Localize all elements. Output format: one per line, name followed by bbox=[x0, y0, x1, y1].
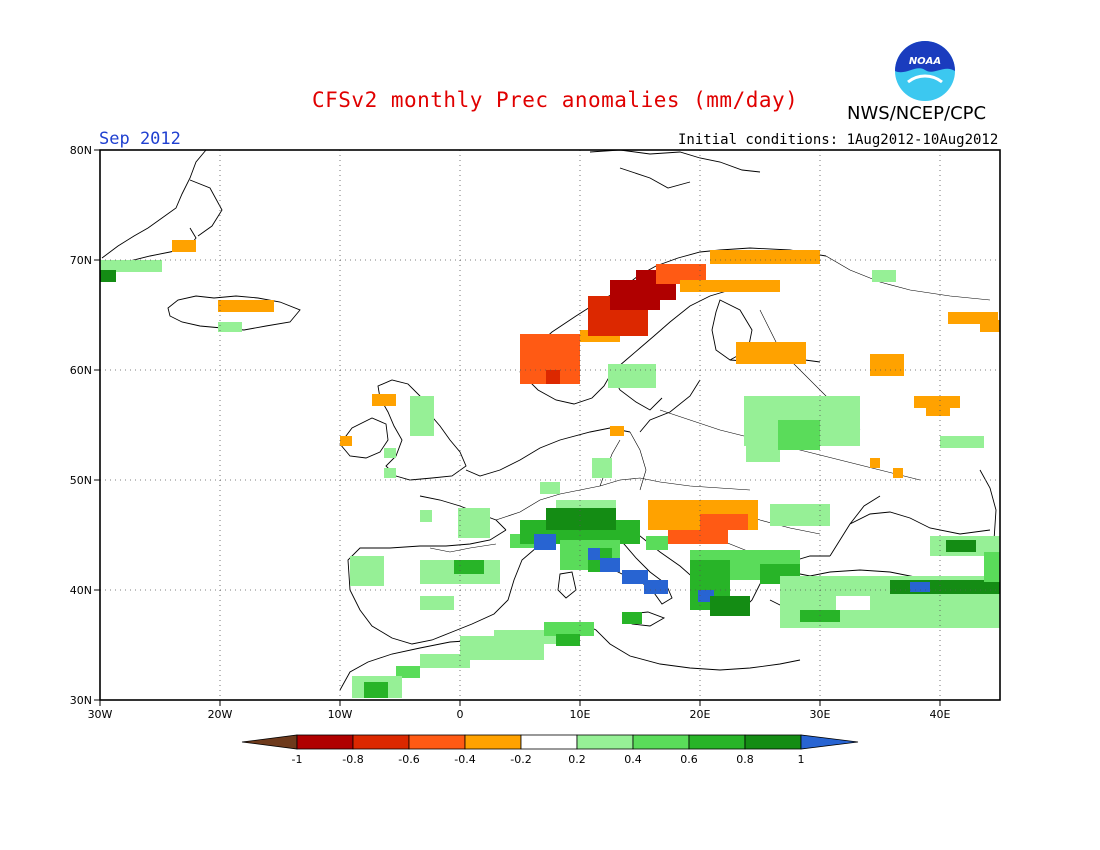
colorbar-segment-high bbox=[800, 734, 859, 750]
logo-text: NOAA bbox=[909, 56, 941, 67]
colorbar-segment-8 bbox=[688, 734, 746, 750]
latitude-labels: 80N 70N 60N 50N 40N 30N bbox=[70, 144, 92, 707]
initial-conditions: Initial conditions: 1Aug2012-10Aug2012 bbox=[678, 132, 999, 148]
lon-label-0: 0 bbox=[457, 708, 464, 721]
iceland-coast bbox=[167, 295, 301, 331]
map-frame bbox=[99, 149, 1001, 701]
graticule bbox=[100, 150, 1000, 700]
colorbar-tick-label: -0.6 bbox=[398, 753, 419, 766]
colorbar-segment-7 bbox=[632, 734, 690, 750]
colorbar-tick-label: 0.2 bbox=[568, 753, 586, 766]
lon-label-10e: 10E bbox=[570, 708, 591, 721]
colorbar-segment-6 bbox=[576, 734, 634, 750]
lat-label-70n: 70N bbox=[70, 254, 92, 267]
colorbar-tick-label: -0.8 bbox=[342, 753, 363, 766]
lon-label-30w: 30W bbox=[88, 708, 113, 721]
chart-title: CFSv2 monthly Prec anomalies (mm/day) bbox=[312, 88, 799, 112]
lon-label-30e: 30E bbox=[810, 708, 831, 721]
lat-label-40n: 40N bbox=[70, 584, 92, 597]
colorbar-tick-label: -0.4 bbox=[454, 753, 475, 766]
colorbar-tick-label: -1 bbox=[292, 753, 303, 766]
agency-label: NWS/NCEP/CPC bbox=[847, 103, 987, 124]
colorbar-tick-label: 1 bbox=[798, 753, 805, 766]
tick-marks bbox=[94, 149, 941, 706]
anomaly-shading bbox=[100, 240, 1000, 698]
colorbar-segment-2 bbox=[352, 734, 410, 750]
colorbar-tick-label: 0.8 bbox=[736, 753, 754, 766]
lon-label-40e: 40E bbox=[930, 708, 951, 721]
colorbar-segment-5 bbox=[520, 734, 578, 750]
colorbar: -1 -0.8 -0.6 -0.4 -0.2 0.2 0.4 0.6 0.8 1 bbox=[241, 734, 859, 766]
ireland-coast bbox=[339, 417, 389, 459]
colorbar-segment-4 bbox=[464, 734, 522, 750]
lat-label-60n: 60N bbox=[70, 364, 92, 377]
svalbard-coast bbox=[589, 149, 761, 189]
lon-label-10w: 10W bbox=[328, 708, 353, 721]
black-sea-coast bbox=[829, 495, 991, 557]
lat-label-50n: 50N bbox=[70, 474, 92, 487]
colorbar-tick-label: 0.4 bbox=[624, 753, 642, 766]
lon-label-20e: 20E bbox=[690, 708, 711, 721]
colorbar-segment-low bbox=[241, 734, 298, 750]
greenland-coast bbox=[101, 149, 223, 269]
longitude-labels: 30W 20W 10W 0 10E 20E 30E 40E bbox=[88, 708, 951, 721]
forecast-month: Sep 2012 bbox=[99, 129, 181, 149]
lat-label-30n: 30N bbox=[70, 694, 92, 707]
colorbar-tick-label: -0.2 bbox=[510, 753, 531, 766]
lat-label-80n: 80N bbox=[70, 144, 92, 157]
colorbar-segment-3 bbox=[408, 734, 466, 750]
noaa-logo-icon: NOAA bbox=[895, 41, 955, 101]
lon-label-20w: 20W bbox=[208, 708, 233, 721]
colorbar-segment-1 bbox=[296, 734, 354, 750]
colorbar-tick-label: 0.6 bbox=[680, 753, 698, 766]
colorbar-segment-9 bbox=[744, 734, 802, 750]
